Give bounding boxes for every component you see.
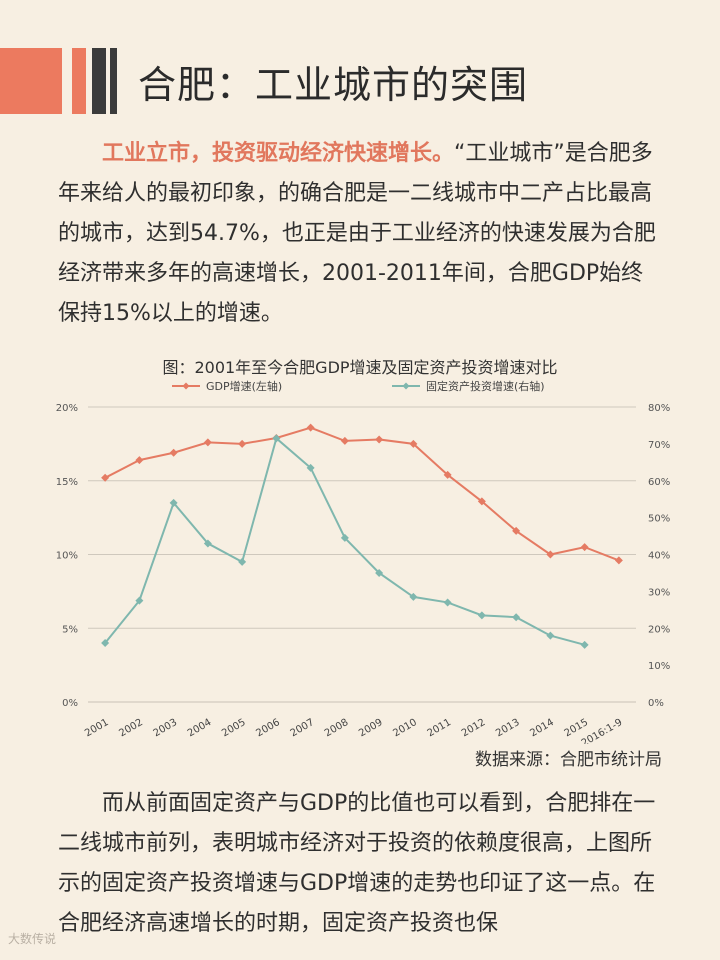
data-point — [272, 434, 281, 443]
data-point — [238, 557, 247, 566]
data-point — [101, 473, 110, 482]
right-axis-tick-label: 40% — [648, 551, 670, 562]
left-axis-tick-label: 0% — [62, 698, 78, 709]
series-line-1 — [104, 426, 620, 562]
x-axis-tick-label: 2008 — [323, 717, 351, 739]
data-point — [580, 640, 589, 649]
data-point — [306, 423, 315, 432]
watermark: 大数传说 — [8, 932, 57, 946]
data-point — [580, 543, 589, 552]
data-point — [169, 448, 178, 457]
data-point — [477, 497, 486, 506]
data-point — [135, 596, 144, 605]
data-point — [409, 592, 418, 601]
data-point — [443, 470, 452, 479]
x-axis-tick-label: 2002 — [117, 717, 145, 739]
data-point — [546, 550, 555, 559]
x-axis-tick-label: 2003 — [152, 717, 180, 739]
right-axis-tick-label: 0% — [648, 698, 664, 709]
header-decor-bar — [0, 48, 62, 114]
data-point — [546, 631, 555, 640]
header-decor-bar — [92, 48, 106, 114]
figure-title: 图：2001年至今合肥GDP增速及固定资产投资增速对比 — [162, 358, 558, 377]
data-point — [477, 611, 486, 620]
data-point — [169, 498, 178, 507]
x-axis-tick-label: 2010 — [391, 717, 419, 739]
x-axis-tick-label: 2004 — [186, 717, 214, 739]
data-point — [512, 613, 521, 622]
data-point — [238, 439, 247, 448]
left-axis-tick-label: 15% — [56, 477, 78, 488]
intro-paragraph: 工业立市，投资驱动经济快速增长。“工业城市”是合肥多年来给人的最初印象，的确合肥… — [58, 134, 662, 334]
left-axis-tick-label: 5% — [62, 624, 78, 635]
right-axis-tick-label: 50% — [648, 514, 670, 525]
data-point — [340, 436, 349, 445]
right-axis-tick-label: 20% — [648, 624, 670, 635]
data-point — [409, 439, 418, 448]
x-axis-tick-label: 2009 — [357, 717, 385, 739]
header-decor-bar — [110, 48, 117, 114]
right-axis-tick-label: 10% — [648, 661, 670, 672]
legend-marker — [402, 382, 410, 390]
left-axis-tick-label: 20% — [56, 403, 78, 414]
right-axis-tick-label: 80% — [648, 403, 670, 414]
data-point — [306, 463, 315, 472]
header-decor-bar — [72, 48, 86, 114]
right-axis-tick-label: 70% — [648, 440, 670, 451]
x-axis-tick-label: 2007 — [289, 717, 317, 739]
legend-label: 固定资产投资增速(右轴) — [426, 379, 545, 393]
outro-paragraph: 而从前面固定资产与GDP的比值也可以看到，合肥排在一二线城市前列，表明城市经济对… — [58, 784, 662, 944]
legend-label: GDP增速(左轴) — [206, 379, 282, 393]
data-source: 数据来源：合肥市统计局 — [475, 750, 662, 770]
data-point — [101, 639, 110, 647]
page-title: 合肥：工业城市的突围 — [138, 63, 529, 107]
left-axis-tick-label: 10% — [56, 551, 78, 562]
growth-line-chart: 0% 5% 10% 15% 20% 0% 10% 20% 30% 40% 50% 60% 70% 80% 2… — [56, 379, 670, 744]
x-axis-tick-label: 2014 — [528, 717, 556, 739]
data-point — [375, 435, 384, 444]
data-point — [614, 556, 623, 565]
data-point — [375, 568, 384, 577]
data-point — [203, 438, 212, 447]
x-axis-tick-label: 2013 — [494, 717, 522, 739]
x-axis-tick-label: 2001 — [83, 717, 111, 739]
intro-highlight: 工业立市，投资驱动经济快速增长。 — [102, 141, 455, 166]
x-axis-tick-label: 2005 — [220, 717, 248, 739]
data-point — [203, 539, 212, 548]
data-point — [512, 526, 521, 535]
outro-body: 而从前面固定资产与GDP的比值也可以看到，合肥排在一二线城市前列，表明城市经济对… — [58, 791, 656, 936]
data-point — [135, 456, 144, 465]
intro-body: “工业城市”是合肥多年来给人的最初印象，的确合肥是一二线城市中二产占比最高的城市… — [58, 141, 656, 326]
data-point — [443, 598, 452, 607]
right-axis-tick-label: 30% — [648, 587, 670, 598]
legend-marker — [182, 382, 190, 390]
right-axis-tick-label: 60% — [648, 477, 670, 488]
x-axis-tick-label: 2011 — [426, 717, 454, 739]
x-axis-tick-label: 2006 — [254, 717, 282, 739]
x-axis-tick-label: 2012 — [460, 717, 488, 739]
data-point — [340, 533, 349, 542]
